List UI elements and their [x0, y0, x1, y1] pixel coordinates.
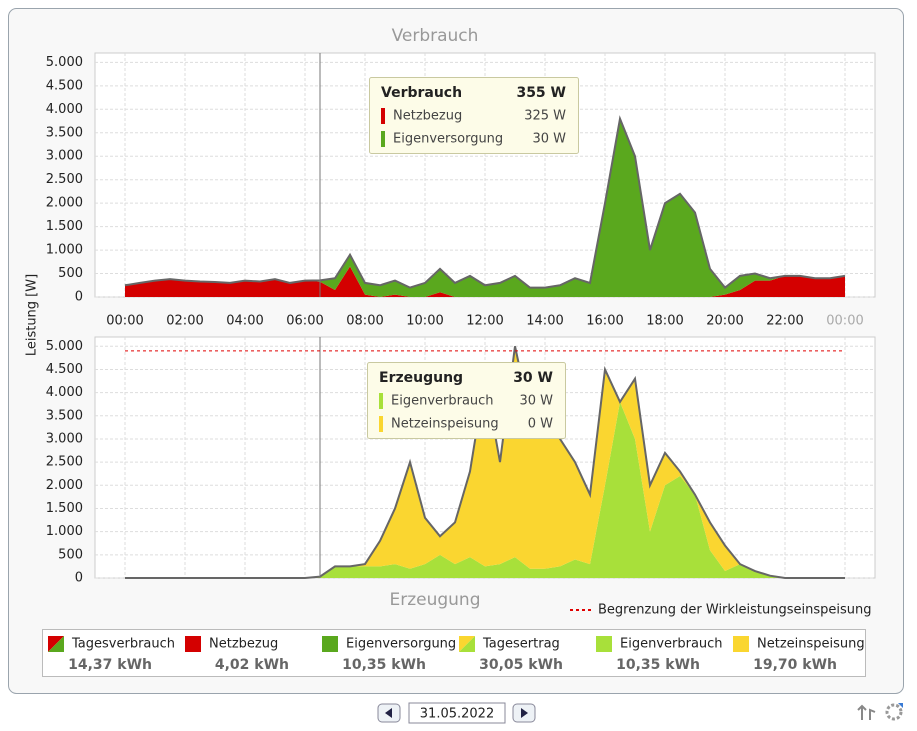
- y-tick-label: 1.000: [46, 524, 83, 539]
- x-tick-label: 04:00: [226, 314, 263, 329]
- y-tick-label: 500: [58, 547, 83, 562]
- summary-label: Eigenversorgung: [346, 637, 456, 652]
- prev-arrow: [385, 708, 392, 718]
- summary-icon: [322, 636, 338, 652]
- summary-label: Netzeinspeisung: [757, 637, 865, 652]
- summary-icon: [459, 636, 475, 652]
- tooltip-box: [369, 77, 579, 154]
- y-tick-label: 500: [58, 266, 83, 281]
- tooltip-swatch: [381, 131, 385, 147]
- total-outline: [124, 115, 846, 290]
- limit-legend: Begrenzung der Wirkleistungseinspeisung: [598, 603, 872, 618]
- y-axis-label: Leistung [W]: [25, 274, 40, 356]
- settings-icon[interactable]: [885, 703, 903, 721]
- chart-title: Verbrauch: [392, 26, 479, 46]
- tooltip-series: Netzeinspeisung: [391, 417, 499, 432]
- y-tick-label: 1.500: [46, 501, 83, 516]
- x-tick-label: 02:00: [166, 314, 203, 329]
- x-tick-label: 06:00: [286, 314, 323, 329]
- summary-label: Tagesverbrauch: [71, 637, 175, 652]
- x-tick-label: 12:00: [466, 314, 503, 329]
- tooltip-value: 0 W: [528, 417, 553, 432]
- summary-value: 4,02 kWh: [215, 657, 289, 673]
- export-icon[interactable]: [857, 704, 876, 720]
- date-field[interactable]: [408, 702, 506, 724]
- corner-arrow: [898, 703, 903, 708]
- area: [125, 118, 845, 297]
- summary-icon: [48, 636, 64, 652]
- summary-icon: [733, 636, 749, 652]
- summary-label: Eigenverbrauch: [620, 637, 723, 652]
- x-tick-label: 22:00: [766, 314, 803, 329]
- y-tick-label: 1.000: [46, 243, 83, 258]
- y-tick-label: 5.000: [46, 339, 83, 354]
- x-tick-label: 14:00: [526, 314, 563, 329]
- y-tick-label: 4.500: [46, 78, 83, 93]
- summary-value: 30,05 kWh: [479, 657, 563, 673]
- tooltip-series: Netzbezug: [393, 109, 462, 124]
- x-tick-label: 08:00: [346, 314, 383, 329]
- y-tick-label: 2.500: [46, 172, 83, 187]
- tooltip: Erzeugung 30 W Eigenverbrauch 30 W Netzeinsp…: [367, 362, 566, 439]
- tooltip-swatch: [381, 108, 385, 124]
- summary-value: 10,35 kWh: [342, 657, 426, 673]
- x-tick-label: 16:00: [586, 314, 623, 329]
- tooltip-swatch: [379, 393, 383, 409]
- y-tick-label: 3.500: [46, 408, 83, 423]
- summary-icon: [596, 636, 612, 652]
- y-tick-label: 3.000: [46, 431, 83, 446]
- tooltip-title: Erzeugung: [379, 370, 463, 386]
- y-tick-label: 2.000: [46, 478, 83, 493]
- y-tick-label: 0: [75, 290, 83, 305]
- tooltip-total: 355 W: [516, 85, 566, 101]
- tooltip-value: 30 W: [532, 132, 566, 147]
- y-tick-label: 4.500: [46, 362, 83, 377]
- summary-value: 10,35 kWh: [616, 657, 700, 673]
- tooltip-title: Verbrauch: [381, 85, 462, 101]
- y-tick-label: 2.500: [46, 455, 83, 470]
- tooltip-value: 325 W: [524, 109, 566, 124]
- area: [125, 401, 845, 578]
- summary-value: 14,37 kWh: [68, 657, 152, 673]
- tooltip-total: 30 W: [513, 370, 553, 386]
- y-tick-label: 3.500: [46, 125, 83, 140]
- tooltip-series: Eigenverbrauch: [391, 394, 494, 409]
- summary-box: [42, 629, 866, 677]
- y-tick-label: 1.500: [46, 219, 83, 234]
- y-tick-label: 4.000: [46, 385, 83, 400]
- date: 31.05.2022: [420, 707, 494, 722]
- y-tick-label: 4.000: [46, 102, 83, 117]
- x-tick-label: 00:00: [826, 314, 863, 329]
- next-arrow: [521, 708, 528, 718]
- tooltip-value: 30 W: [519, 394, 553, 409]
- tooltip-swatch: [379, 416, 383, 432]
- tooltip-box: [367, 362, 566, 439]
- summary-label: Netzbezug: [209, 637, 278, 652]
- y-tick-label: 2.000: [46, 196, 83, 211]
- summary-icon: [185, 636, 201, 652]
- x-tick-label: 10:00: [406, 314, 443, 329]
- y-tick-label: 0: [75, 571, 83, 586]
- chart-title: Erzeugung: [389, 590, 480, 610]
- summary-value: 19,70 kWh: [753, 657, 837, 673]
- tooltip-series: Eigenversorgung: [393, 132, 503, 147]
- tooltip: Verbrauch 355 W Netzbezug 325 W Eigenversorg…: [369, 77, 579, 154]
- x-tick-label: 18:00: [646, 314, 683, 329]
- summary-label: Tagesertrag: [482, 637, 560, 652]
- x-tick-label: 00:00: [106, 314, 143, 329]
- x-tick-label: 20:00: [706, 314, 743, 329]
- y-tick-label: 3.000: [46, 149, 83, 164]
- y-tick-label: 5.000: [46, 55, 83, 70]
- area: [125, 266, 845, 297]
- area: [125, 346, 845, 578]
